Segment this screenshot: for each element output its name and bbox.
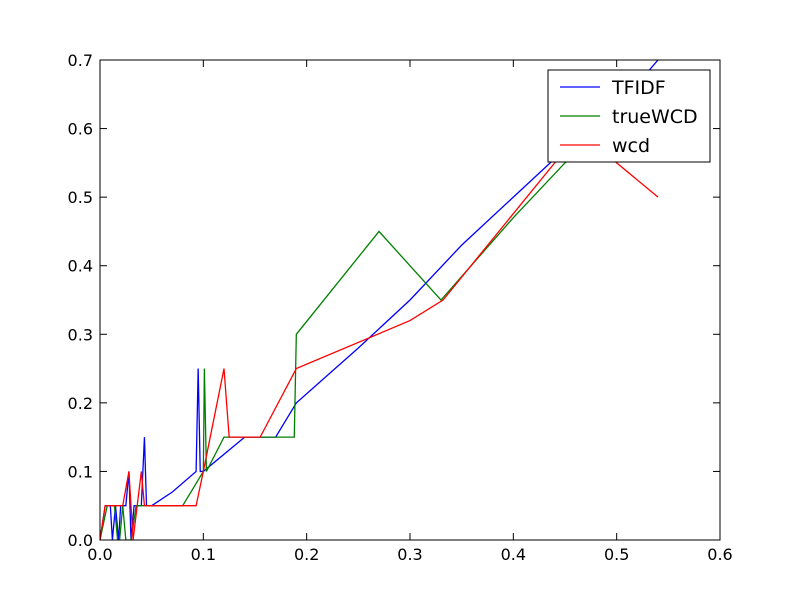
legend-label-truewcd: trueWCD — [612, 106, 698, 128]
y-tick-label: 0.7 — [68, 51, 93, 70]
series-line-wcd — [100, 127, 659, 540]
legend: TFIDF trueWCD wcd — [547, 69, 711, 163]
y-tick-label: 0.1 — [68, 462, 93, 481]
y-tick-label: 0.2 — [68, 394, 93, 413]
y-tick-label: 0.6 — [68, 120, 93, 139]
x-tick-label: 0.4 — [501, 545, 526, 564]
series-line-truewcd — [100, 128, 618, 540]
y-tick-label: 0.3 — [68, 325, 93, 344]
y-tick-label: 0.0 — [68, 531, 93, 550]
x-tick-label: 0.2 — [294, 545, 319, 564]
x-tick-label: 0.5 — [604, 545, 629, 564]
series-layer — [100, 60, 659, 540]
y-tick-label: 0.4 — [68, 257, 93, 276]
x-tick-label: 0.1 — [191, 545, 216, 564]
x-tick-label: 0.3 — [397, 545, 422, 564]
legend-label-tfidf: TFIDF — [611, 77, 666, 99]
x-tick-label: 0.6 — [707, 545, 732, 564]
y-tick-label: 0.5 — [68, 188, 93, 207]
x-tick-label: 0.0 — [87, 545, 112, 564]
axes-layer: 0.0 0.1 0.2 0.3 0.4 0.5 0.6 0.0 0.1 0.2 0.3 0.4 0.5 0… — [68, 51, 733, 564]
legend-label-wcd: wcd — [612, 135, 650, 157]
